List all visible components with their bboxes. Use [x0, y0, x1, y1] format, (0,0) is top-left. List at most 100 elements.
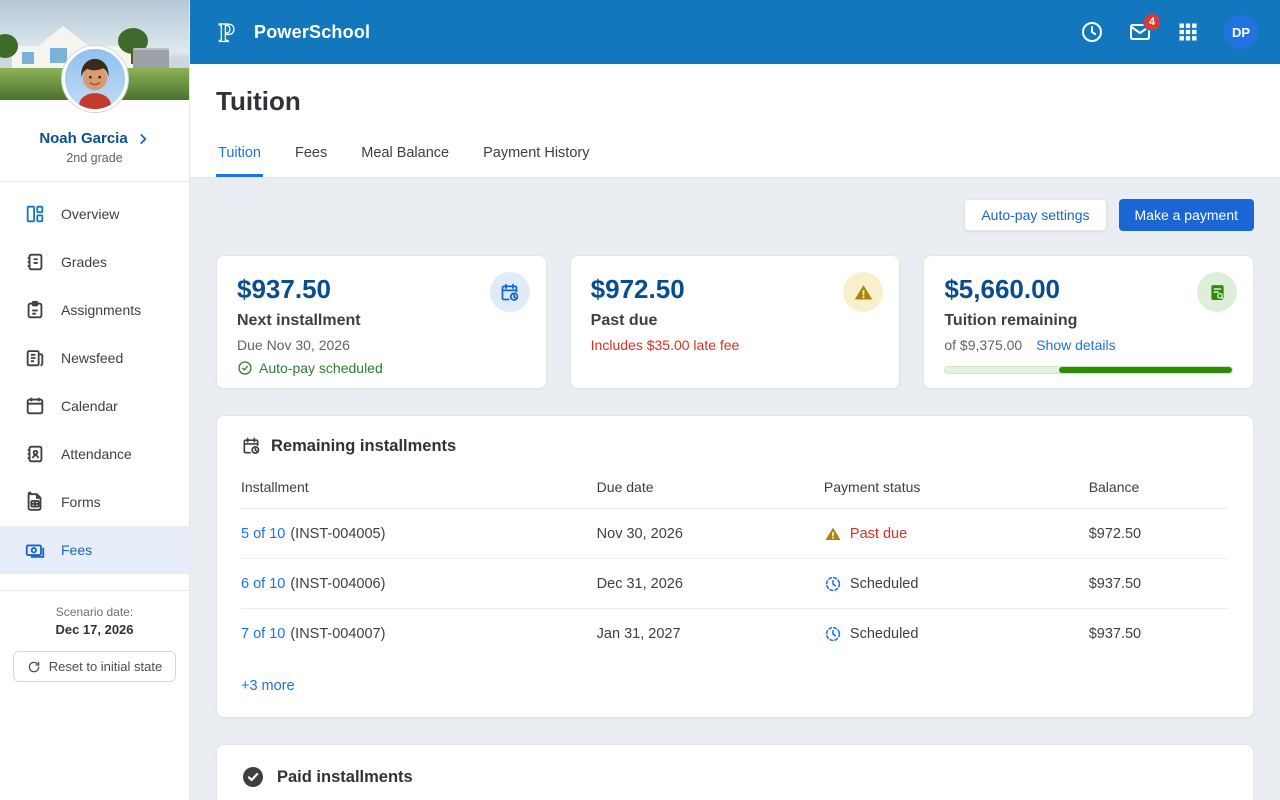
col-due-date: Due date	[597, 479, 824, 495]
remaining-installments-header: Remaining installments	[241, 436, 1229, 456]
remaining-installments-title: Remaining installments	[271, 437, 456, 456]
scenario-block: Scenario date: Dec 17, 2026 Reset to ini…	[0, 591, 189, 682]
scenario-date-label: Scenario date:	[0, 605, 189, 619]
sidebar-item-newsfeed[interactable]: Newsfeed	[0, 334, 189, 382]
late-fee-note: Includes $35.00 late fee	[591, 337, 880, 353]
tab-fees[interactable]: Fees	[293, 135, 329, 177]
sidebar-item-label: Fees	[61, 542, 92, 558]
clipboard-icon	[24, 299, 46, 321]
due-date: Jan 31, 2027	[597, 626, 824, 642]
page-title: Tuition	[216, 64, 1254, 117]
sidebar-item-label: Overview	[61, 206, 119, 222]
sidebar-item-forms[interactable]: Forms	[0, 478, 189, 526]
sidebar-item-attendance[interactable]: Attendance	[0, 430, 189, 478]
warning-triangle-icon	[824, 525, 842, 543]
student-switcher[interactable]: Noah Garcia	[39, 130, 149, 147]
balance: $937.50	[1089, 626, 1229, 642]
unread-count-badge: 4	[1143, 13, 1161, 31]
show-more-link[interactable]: +3 more	[241, 678, 295, 694]
card-icon-bubble	[1197, 272, 1237, 312]
autopay-status-label: Auto-pay scheduled	[259, 360, 383, 376]
brand-name: PowerSchool	[254, 22, 370, 43]
tuition-remaining-label: Tuition remaining	[944, 312, 1233, 330]
reset-state-button[interactable]: Reset to initial state	[13, 651, 176, 682]
chevron-right-icon	[136, 132, 150, 146]
sidebar-item-label: Calendar	[61, 398, 118, 414]
installment-link[interactable]: 6 of 10	[241, 576, 285, 592]
main-content: Tuition Tuition Fees Meal Balance Paymen…	[190, 64, 1280, 800]
table-row: 7 of 10 (INST-004007) Jan 31, 2027 Sched…	[241, 608, 1229, 658]
calendar-clock-icon	[499, 282, 520, 303]
installment-code: (INST-004007)	[290, 626, 385, 642]
next-installment-card: $937.50 Next installment Due Nov 30, 202…	[216, 255, 547, 389]
show-details-link[interactable]: Show details	[1036, 337, 1115, 353]
page-header: Tuition Tuition Fees Meal Balance Paymen…	[190, 64, 1280, 178]
make-payment-button[interactable]: Make a payment	[1119, 199, 1255, 231]
sidebar-item-label: Assignments	[61, 302, 141, 318]
sidebar-item-label: Forms	[61, 494, 101, 510]
brand: P PowerSchool	[216, 16, 370, 48]
table-row: 5 of 10 (INST-004005) Nov 30, 2026 Past …	[241, 508, 1229, 558]
next-installment-due: Due Nov 30, 2026	[237, 337, 526, 353]
tab-bar: Tuition Fees Meal Balance Payment Histor…	[216, 135, 591, 177]
card-icon-bubble	[843, 272, 883, 312]
scheduled-clock-icon	[824, 625, 842, 643]
next-installment-amount: $937.50	[237, 274, 526, 305]
messages-button[interactable]: 4	[1128, 20, 1152, 44]
sidebar-item-assignments[interactable]: Assignments	[0, 286, 189, 334]
apps-menu-button[interactable]	[1176, 20, 1200, 44]
history-clock-button[interactable]	[1080, 20, 1104, 44]
sidebar-item-grades[interactable]: Grades	[0, 238, 189, 286]
tab-payment-history[interactable]: Payment History	[481, 135, 591, 177]
user-avatar[interactable]: DP	[1224, 15, 1258, 49]
reset-state-label: Reset to initial state	[49, 659, 162, 674]
past-due-amount: $972.50	[591, 274, 880, 305]
check-circle-icon	[237, 360, 253, 376]
calendar-clock-icon	[241, 436, 261, 456]
autopay-settings-button[interactable]: Auto-pay settings	[964, 199, 1106, 231]
installment-link[interactable]: 7 of 10	[241, 626, 285, 642]
sidebar-item-calendar[interactable]: Calendar	[0, 382, 189, 430]
scheduled-clock-icon	[824, 575, 842, 593]
student-grade: 2nd grade	[0, 151, 189, 165]
paid-installments-title: Paid installments	[277, 768, 413, 787]
table-row: 6 of 10 (INST-004006) Dec 31, 2026 Sched…	[241, 558, 1229, 608]
calendar-icon	[24, 395, 46, 417]
due-date: Nov 30, 2026	[597, 526, 824, 542]
sidebar-item-overview[interactable]: Overview	[0, 190, 189, 238]
sidebar-item-label: Grades	[61, 254, 107, 270]
scenario-date-value: Dec 17, 2026	[0, 622, 189, 637]
billing-statement-icon	[1207, 282, 1228, 303]
installment-link[interactable]: 5 of 10	[241, 526, 285, 542]
col-payment-status: Payment status	[824, 479, 1089, 495]
apps-grid-icon	[1176, 20, 1200, 44]
student-avatar[interactable]	[62, 46, 128, 112]
header-actions: 4 DP	[1080, 15, 1258, 49]
sidebar-item-label: Attendance	[61, 446, 132, 462]
autopay-status: Auto-pay scheduled	[237, 360, 526, 376]
paid-installments-header[interactable]: Paid installments	[241, 765, 1229, 789]
col-balance: Balance	[1089, 479, 1229, 495]
payment-status: Past due	[850, 526, 907, 542]
tab-meal-balance[interactable]: Meal Balance	[359, 135, 451, 177]
payment-status: Scheduled	[850, 576, 919, 592]
sidebar-item-label: Newsfeed	[61, 350, 123, 366]
sidebar-nav: Overview Grades Assignments Newsfeed Cal…	[0, 190, 189, 574]
tab-tuition[interactable]: Tuition	[216, 135, 263, 177]
building-window	[50, 48, 67, 63]
tuition-progress-fill	[1059, 367, 1232, 373]
balance: $937.50	[1089, 576, 1229, 592]
student-name: Noah Garcia	[39, 130, 127, 147]
installment-code: (INST-004006)	[290, 576, 385, 592]
payment-status: Scheduled	[850, 626, 919, 642]
remaining-installments-panel: Remaining installments Installment Due d…	[216, 415, 1254, 718]
table-header-row: Installment Due date Payment status Bala…	[241, 466, 1229, 508]
attendance-book-icon	[24, 443, 46, 465]
due-date: Dec 31, 2026	[597, 576, 824, 592]
installment-code: (INST-004005)	[290, 526, 385, 542]
summary-cards: $937.50 Next installment Due Nov 30, 202…	[216, 255, 1254, 389]
sidebar-item-fees[interactable]: Fees	[0, 526, 189, 574]
clock-icon	[1080, 20, 1104, 44]
banknote-icon	[24, 539, 46, 561]
tuition-progress-bar	[944, 366, 1233, 374]
